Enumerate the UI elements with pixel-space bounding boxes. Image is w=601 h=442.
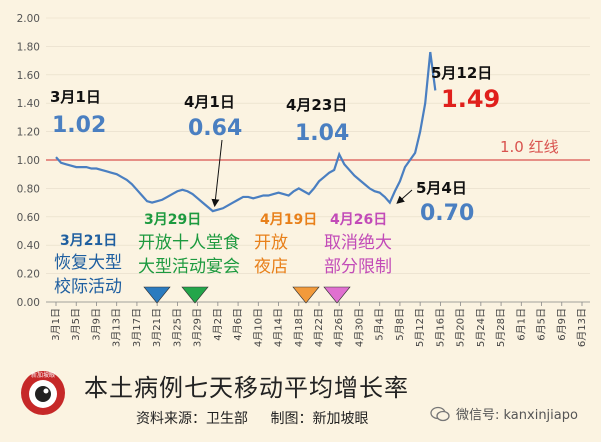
- event-date: 3月21日: [60, 233, 117, 249]
- wechat-id: 微信号: kanxinjiapo: [430, 404, 578, 423]
- producer-text: 制图：新加坡眼: [270, 411, 369, 427]
- event-text: 校际活动: [54, 277, 122, 297]
- annotation-date: 3月1日: [50, 88, 101, 106]
- logo-text: 新加坡眼: [31, 371, 55, 379]
- x-tick-label: 4月30日: [353, 308, 365, 347]
- x-tick-label: 6月1日: [515, 308, 527, 341]
- y-tick-label: 0.40: [17, 240, 40, 252]
- annotation-value: 0.64: [188, 116, 242, 141]
- y-tick-label: 2.00: [17, 13, 40, 25]
- logo: 新加坡眼: [21, 371, 65, 415]
- x-tick-label: 5月28日: [495, 308, 507, 347]
- annotation-date: 4月1日: [184, 93, 235, 111]
- y-tick-label: 0.60: [17, 212, 40, 224]
- x-tick-label: 4月18日: [293, 308, 305, 347]
- x-tick-label: 5月24日: [475, 308, 487, 347]
- event-text: 开放: [254, 233, 288, 253]
- x-tick-label: 6月13日: [576, 308, 588, 347]
- event-marker: [143, 286, 171, 304]
- annotation-date: 5月12日: [431, 64, 492, 82]
- x-tick-label: 3月17日: [131, 308, 143, 347]
- event-text: 部分限制: [324, 257, 392, 277]
- y-tick-label: 1.20: [17, 127, 40, 139]
- annotation-value: 0.70: [420, 201, 474, 226]
- y-tick-label: 0.00: [17, 297, 40, 309]
- event-text: 大型活动宴会: [138, 257, 240, 277]
- x-tick-label: 3月25日: [171, 308, 183, 347]
- annotation-date: 4月23日: [286, 96, 347, 114]
- y-tick-label: 1.60: [17, 70, 40, 82]
- annotation-arrow: [396, 189, 413, 204]
- x-tick-label: 3月9日: [90, 308, 102, 341]
- y-tick-label: 0.20: [17, 269, 40, 281]
- x-tick-label: 4月6日: [232, 308, 244, 341]
- x-tick-label: 5月4日: [374, 308, 386, 341]
- x-tick-label: 5月12日: [414, 308, 426, 347]
- x-tick-label: 4月22日: [313, 308, 325, 347]
- event-date: 3月29日: [144, 212, 201, 228]
- series-line: [55, 51, 437, 213]
- annotation-date: 5月4日: [416, 179, 467, 197]
- x-tick-label: 4月26日: [333, 308, 345, 347]
- event-date: 4月26日: [330, 212, 387, 228]
- x-tick-label: 3月5日: [70, 308, 82, 341]
- x-tick-label: 5月20日: [455, 308, 467, 347]
- event-text: 恢复大型: [54, 253, 122, 273]
- x-tick-label: 4月10日: [252, 308, 264, 347]
- reference-line-label: 1.0 红线: [500, 138, 559, 156]
- x-tick-label: 6月5日: [536, 308, 548, 341]
- annotation-value: 1.04: [295, 121, 349, 146]
- annotation-value: 1.02: [52, 113, 106, 138]
- x-tick-label: 5月16日: [434, 308, 446, 347]
- event-marker: [292, 286, 320, 304]
- x-tick-label: 3月21日: [151, 308, 163, 347]
- y-tick-label: 1.80: [17, 41, 40, 53]
- event-date: 4月19日: [260, 212, 317, 228]
- chart: 0.00 0.20 0.40 0.60 0.80 1.00 1.20 1.40 1.60 1.80…: [17, 13, 590, 347]
- event-text: 开放十人堂食: [138, 233, 240, 253]
- x-tick-label: 3月1日: [50, 308, 62, 341]
- wechat-icon: [430, 406, 450, 421]
- wechat-text: 微信号: kanxinjiapo: [456, 408, 578, 423]
- source-line: 资料来源：卫生部 制图：新加坡眼: [136, 408, 386, 428]
- annotation-arrow: [211, 139, 223, 208]
- event-text: 取消绝大: [324, 233, 392, 253]
- x-tick-label: 3月29日: [192, 308, 204, 347]
- y-tick-label: 1.40: [17, 98, 40, 110]
- x-tick-label: 3月13日: [111, 308, 123, 347]
- x-tick-label: 6月9日: [556, 308, 568, 341]
- event-marker: [181, 286, 209, 304]
- chart-title: 本土病例七天移动平均增长率: [84, 374, 409, 402]
- event-text: 夜店: [254, 257, 288, 277]
- y-tick-label: 1.00: [17, 155, 40, 167]
- x-tick-label: 4月14日: [273, 308, 285, 347]
- source-text: 资料来源：卫生部: [136, 411, 248, 427]
- x-tick-label: 5月8日: [394, 308, 406, 341]
- event-marker: [323, 286, 351, 304]
- y-tick-label: 0.80: [17, 183, 40, 195]
- annotation-value: 1.49: [441, 85, 500, 113]
- x-tick-label: 4月2日: [212, 308, 224, 341]
